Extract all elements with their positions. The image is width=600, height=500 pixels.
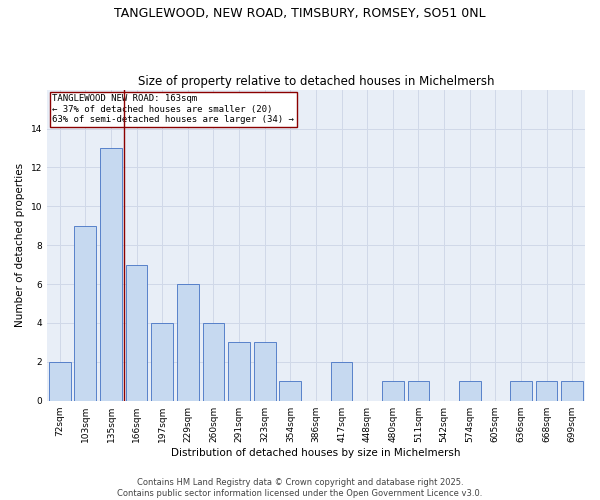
Bar: [459, 382, 481, 400]
Bar: [126, 264, 148, 400]
Title: Size of property relative to detached houses in Michelmersh: Size of property relative to detached ho…: [138, 76, 494, 88]
Bar: [536, 382, 557, 400]
Bar: [74, 226, 96, 400]
Bar: [100, 148, 122, 401]
Bar: [228, 342, 250, 400]
Text: TANGLEWOOD NEW ROAD: 163sqm
← 37% of detached houses are smaller (20)
63% of sem: TANGLEWOOD NEW ROAD: 163sqm ← 37% of det…: [52, 94, 294, 124]
Bar: [254, 342, 275, 400]
Bar: [561, 382, 583, 400]
Bar: [49, 362, 71, 401]
Text: TANGLEWOOD, NEW ROAD, TIMSBURY, ROMSEY, SO51 0NL: TANGLEWOOD, NEW ROAD, TIMSBURY, ROMSEY, …: [114, 8, 486, 20]
Bar: [382, 382, 404, 400]
Bar: [203, 323, 224, 400]
Bar: [407, 382, 430, 400]
Bar: [331, 362, 352, 401]
Bar: [280, 382, 301, 400]
Bar: [151, 323, 173, 400]
Bar: [510, 382, 532, 400]
Bar: [177, 284, 199, 401]
Y-axis label: Number of detached properties: Number of detached properties: [15, 163, 25, 327]
Text: Contains HM Land Registry data © Crown copyright and database right 2025.
Contai: Contains HM Land Registry data © Crown c…: [118, 478, 482, 498]
X-axis label: Distribution of detached houses by size in Michelmersh: Distribution of detached houses by size …: [171, 448, 461, 458]
